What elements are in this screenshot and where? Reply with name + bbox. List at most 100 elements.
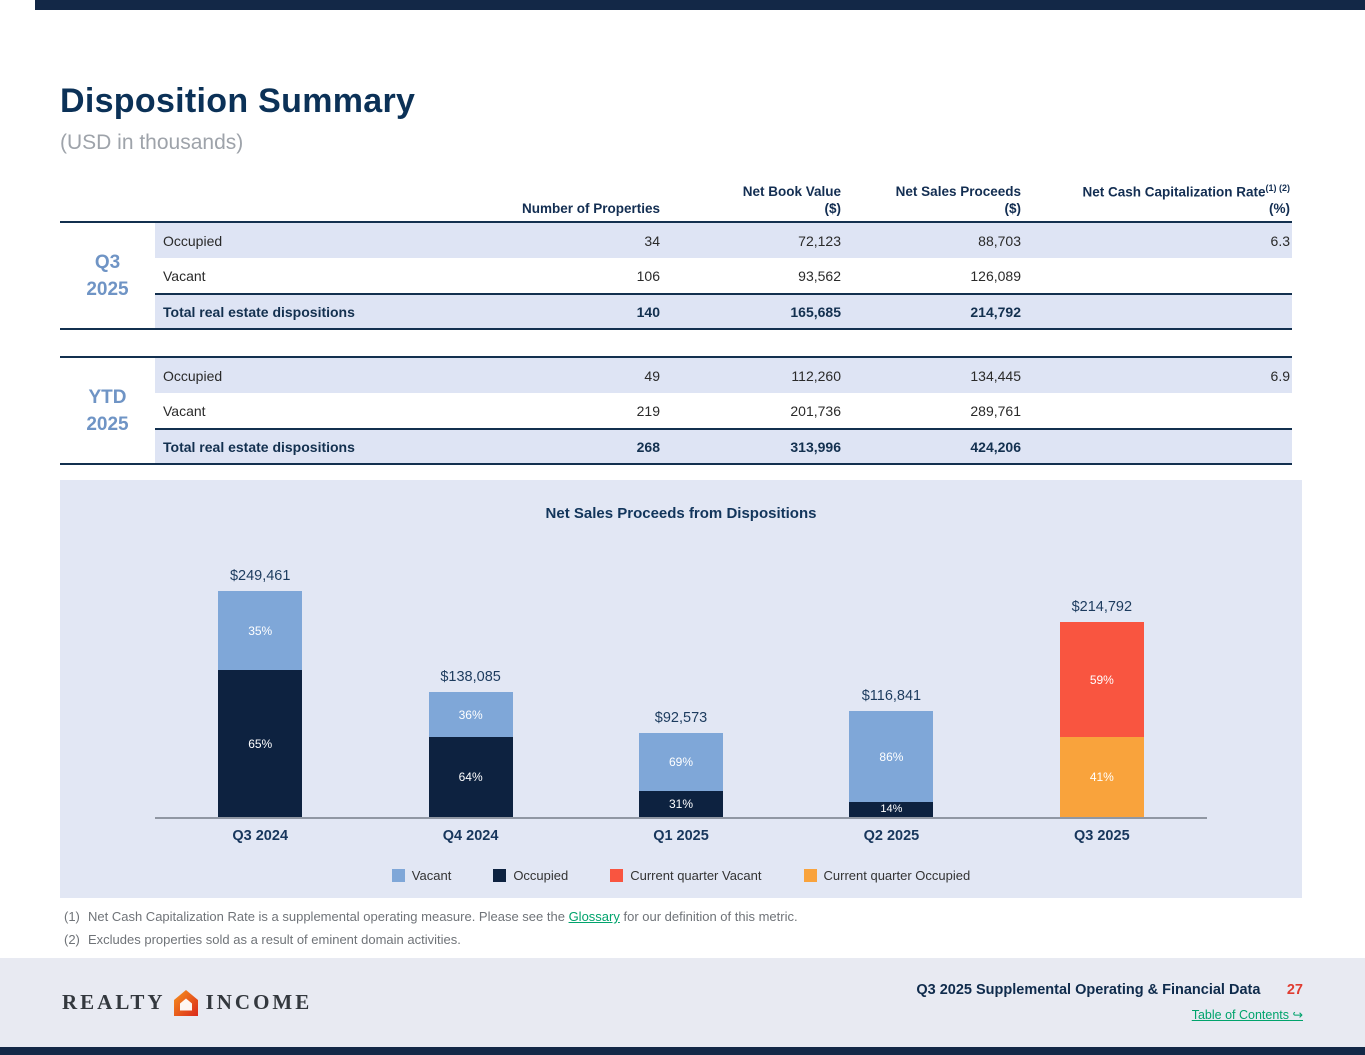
cell-number-of-properties: 140: [636, 303, 660, 320]
chart-title: Net Sales Proceeds from Dispositions: [545, 505, 817, 522]
bar-total-label: $249,461: [229, 568, 291, 584]
col-header-net-book-value: Net Book Value ($): [742, 184, 841, 216]
page-number: 27: [1286, 982, 1303, 998]
cell-net-sales-proceeds: 289,761: [970, 402, 1021, 419]
table-of-contents-link[interactable]: Table of Contents ↪: [1191, 1008, 1303, 1022]
bar-segment-occupied: 64%: [428, 737, 513, 817]
bar-segment-occupied: 31%: [639, 790, 724, 817]
dispositions-table-ytd-2025: YTD 2025 Occupied 49 112,260 134,445 6.9…: [60, 356, 1292, 465]
cell-net-sales-proceeds: 214,792: [970, 303, 1021, 320]
bar-segment-vacant: 36%: [428, 692, 513, 737]
legend-label: Current quarter Occupied: [823, 868, 971, 883]
chart-bar-group: $138,085 64% 36%: [365, 480, 575, 817]
table-row-vacant: Vacant 106 93,562 126,089: [60, 258, 1292, 293]
row-label: Vacant: [163, 402, 206, 419]
chart-category-label: Q3 2024: [232, 828, 289, 844]
bottom-accent-bar: [0, 1047, 1365, 1055]
stacked-bar: 41% 59%: [1059, 622, 1144, 817]
footnote-2: (2) Excludes properties sold as a result …: [64, 928, 798, 951]
table-row-occupied: Occupied 34 72,123 88,703 6.3: [60, 223, 1292, 258]
footnotes: (1) Net Cash Capitalization Rate is a sup…: [64, 905, 798, 951]
cell-net-book-value: 112,260: [791, 367, 841, 384]
bar-total-label: $116,841: [861, 688, 922, 704]
table-row-total: Total real estate dispositions 268 313,9…: [60, 428, 1292, 463]
bar-segment-current_quarter_vacant: 59%: [1059, 622, 1144, 738]
cell-net-book-value: 72,123: [798, 232, 841, 249]
row-label: Occupied: [163, 232, 223, 249]
table-row-occupied: Occupied 49 112,260 134,445 6.9: [60, 358, 1292, 393]
chart-bar-group: $116,841 14% 86%: [786, 480, 996, 817]
footnote-marker: (2): [64, 932, 80, 947]
legend-item: Current quarter Occupied: [803, 868, 971, 883]
dispositions-table-q3-2025: Number of Properties Net Book Value ($) …: [60, 182, 1292, 330]
legend-swatch: [391, 869, 405, 882]
row-label: Occupied: [163, 367, 223, 384]
col-header-net-sales-proceeds: Net Sales Proceeds ($): [895, 184, 1021, 216]
legend-item: Vacant: [391, 868, 452, 883]
chart-plot: $249,461 65% 35% $138,085 64% 36% $92,573 31% 69…: [155, 480, 1207, 817]
page-subtitle: (USD in thousands): [60, 131, 244, 154]
chart-bar-group: $92,573 31% 69%: [576, 480, 786, 817]
legend-item: Current quarter Vacant: [610, 868, 762, 883]
cell-number-of-properties: 219: [636, 402, 660, 419]
document-title: Q3 2025 Supplemental Operating & Financi…: [916, 982, 1261, 998]
chart-x-axis: [155, 817, 1207, 819]
bar-segment-vacant: 69%: [639, 733, 724, 791]
footnote-text: Excludes properties sold as a result of …: [88, 932, 461, 947]
footer-right: Q3 2025 Supplemental Operating & Financi…: [916, 981, 1303, 1024]
footnote-1: (1) Net Cash Capitalization Rate is a sup…: [64, 905, 798, 928]
cell-net-book-value: 313,996: [790, 438, 841, 455]
table-row-vacant: Vacant 219 201,736 289,761: [60, 393, 1292, 428]
legend-label: Occupied: [513, 868, 569, 883]
cell-number-of-properties: 49: [644, 367, 660, 384]
chart-legend: Vacant Occupied Current quarter Vacant Curr…: [60, 868, 1302, 883]
legend-swatch: [493, 869, 507, 882]
stacked-bar: 65% 35%: [218, 591, 303, 817]
bar-segment-vacant: 86%: [849, 711, 934, 803]
bar-total-label: $214,792: [1071, 599, 1133, 615]
cell-net-book-value: 165,685: [790, 303, 841, 320]
chart-category-label: Q3 2025: [1074, 828, 1130, 844]
footnote-reference: (1) (2): [1265, 182, 1291, 193]
bar-total-label: $92,573: [654, 710, 708, 726]
row-label: Total real estate dispositions: [163, 438, 355, 455]
chart-category-label: Q1 2025: [653, 828, 709, 844]
cell-net-sales-proceeds: 134,445: [970, 367, 1021, 384]
cell-cap-rate: 6.9: [1270, 367, 1290, 384]
cell-number-of-properties: 268: [636, 438, 660, 455]
chart-categories: Q3 2024 Q4 2024 Q1 2025 Q2 2025 Q3 2025: [155, 828, 1207, 844]
period-label-q3-2025: Q3 2025: [86, 251, 129, 300]
legend-item: Occupied: [493, 868, 568, 883]
bar-segment-current_quarter_occupied: 41%: [1059, 737, 1144, 817]
toc-arrow-icon: ↪: [1292, 1008, 1303, 1022]
house-icon: [173, 989, 198, 1016]
stacked-bar: 31% 69%: [639, 733, 724, 817]
bar-segment-vacant: 35%: [218, 591, 303, 671]
footnote-text: Net Cash Capitalization Rate is a supple…: [88, 909, 798, 924]
stacked-bar: 14% 86%: [849, 711, 934, 817]
legend-swatch: [803, 869, 817, 882]
bar-total-label: $138,085: [440, 669, 501, 685]
legend-label: Current quarter Vacant: [630, 868, 762, 883]
chart-bar-group: $249,461 65% 35%: [155, 480, 365, 817]
footer: REALTY INCOME Q3 2025 Supplemental Opera…: [0, 958, 1365, 1047]
bar-segment-occupied: 14%: [849, 802, 934, 817]
top-accent-bar: [35, 0, 1365, 10]
footnote-marker: (1): [64, 909, 80, 924]
bar-segment-occupied: 65%: [218, 670, 303, 817]
glossary-link[interactable]: Glossary: [568, 909, 620, 924]
cell-number-of-properties: 106: [636, 267, 660, 284]
cell-net-sales-proceeds: 126,089: [970, 267, 1021, 284]
col-header-number-of-properties: Number of Properties: [521, 201, 660, 216]
cell-net-sales-proceeds: 88,703: [978, 232, 1021, 249]
chart-bar-group: $214,792 41% 59%: [997, 480, 1207, 817]
chart-category-label: Q2 2025: [863, 828, 920, 844]
period-label-ytd-2025: YTD 2025: [86, 386, 129, 435]
legend-label: Vacant: [411, 868, 452, 883]
net-sales-proceeds-chart: Net Sales Proceeds from Dispositions $24…: [60, 480, 1302, 898]
legend-swatch: [610, 869, 624, 882]
cell-net-sales-proceeds: 424,206: [970, 438, 1021, 455]
logo-text-realty: REALTY: [62, 990, 166, 1014]
table-row-total: Total real estate dispositions 140 165,6…: [60, 293, 1292, 328]
logo-text-income: INCOME: [205, 990, 313, 1014]
